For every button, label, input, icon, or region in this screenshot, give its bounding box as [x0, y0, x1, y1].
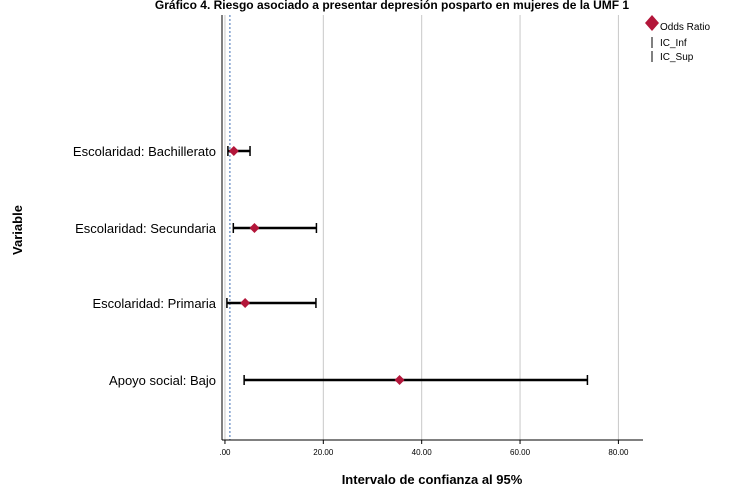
odds-ratio-point — [240, 298, 251, 308]
category-label: Escolaridad: Bachillerato — [73, 144, 216, 159]
grid-lines — [224, 15, 619, 440]
x-tick-label: 80.00 — [608, 448, 629, 457]
odds-ratio-point — [228, 146, 239, 156]
legend-label-odds-ratio: Odds Ratio — [660, 22, 710, 33]
legend-label-ic-inf: IC_Inf — [660, 38, 687, 49]
x-tick-label: .00 — [219, 448, 231, 457]
chart-title: Gráfico 4. Riesgo asociado a presentar d… — [155, 0, 629, 12]
legend-diamond-icon — [645, 15, 659, 31]
legend: Odds Ratio IC_Inf IC_Sup — [645, 15, 710, 63]
x-tick-label: 40.00 — [412, 448, 433, 457]
x-ticks: .00 20.00 40.00 60.00 80.00 — [219, 440, 629, 457]
odds-ratio-point — [249, 223, 260, 233]
x-tick-label: 60.00 — [510, 448, 531, 457]
category-label: Escolaridad: Secundaria — [75, 221, 217, 236]
category-label: Apoyo social: Bajo — [109, 373, 216, 388]
x-tick-label: 20.00 — [313, 448, 334, 457]
legend-label-ic-sup: IC_Sup — [660, 52, 694, 63]
category-labels: Escolaridad: Bachillerato Escolaridad: Se… — [73, 144, 217, 388]
category-label: Escolaridad: Primaria — [92, 296, 216, 311]
odds-ratio-point — [394, 375, 405, 385]
data-marks — [226, 146, 589, 385]
x-axis-title: Intervalo de confianza al 95% — [342, 472, 523, 487]
y-axis-title: Variable — [10, 205, 25, 255]
